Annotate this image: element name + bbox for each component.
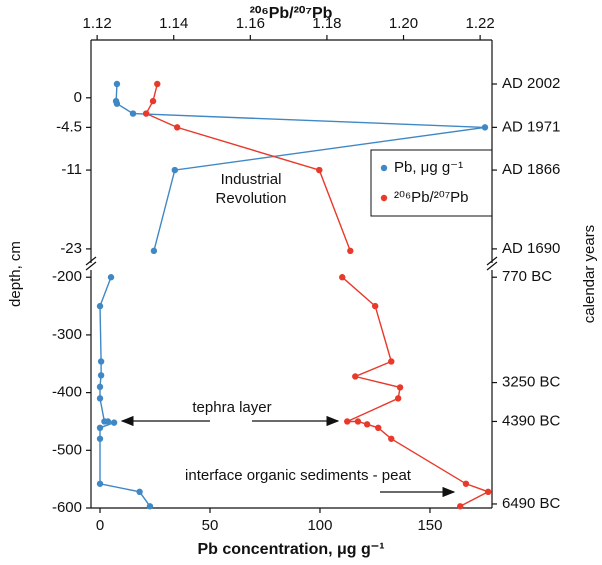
data-point xyxy=(388,358,395,365)
x2-tick-label: 1.22 xyxy=(466,15,495,32)
y2-tick-label: 6490 BC xyxy=(502,495,561,512)
data-point xyxy=(96,480,104,487)
data-point xyxy=(96,424,104,432)
x-tick-label: 0 xyxy=(96,517,104,534)
data-point xyxy=(394,395,402,402)
data-point xyxy=(142,110,150,117)
data-point xyxy=(354,418,362,425)
data-point xyxy=(154,80,161,88)
data-point xyxy=(388,435,395,442)
y-tick-label: 0 xyxy=(74,89,82,106)
axis-break xyxy=(85,261,97,271)
y-tick-label: -600 xyxy=(52,499,82,516)
x-tick-label: 150 xyxy=(417,517,442,534)
x2-tick-label: 1.14 xyxy=(159,15,188,32)
data-point xyxy=(371,302,379,310)
annotation: Industrial xyxy=(221,171,282,188)
legend-box xyxy=(370,149,493,217)
legend-marker xyxy=(380,164,388,172)
data-point xyxy=(484,488,492,496)
annotation: Revolution xyxy=(216,190,287,207)
data-point xyxy=(97,358,105,365)
y-tick-label: -500 xyxy=(52,441,82,458)
series-line xyxy=(145,83,490,507)
data-point xyxy=(107,274,115,281)
data-point xyxy=(136,488,143,496)
annotation: tephra layer xyxy=(192,399,271,416)
x-tick-label: 50 xyxy=(202,517,219,534)
x2-tick-label: 1.16 xyxy=(236,15,265,32)
y2-tick-label: AD 1690 xyxy=(502,240,560,257)
x-title: Pb concentration, μg g⁻¹ xyxy=(197,541,384,558)
legend-label: Pb, μg g⁻¹ xyxy=(394,159,463,176)
data-point xyxy=(97,372,105,379)
data-point xyxy=(481,124,489,131)
data-point xyxy=(149,97,157,105)
data-point xyxy=(375,424,382,432)
data-point xyxy=(363,421,371,428)
y-tick-label: -11 xyxy=(61,161,82,178)
data-point xyxy=(396,384,404,391)
y2-tick-label: 4390 BC xyxy=(502,412,561,429)
axis-break xyxy=(85,256,97,266)
data-point xyxy=(150,247,158,255)
y-tick-label: -200 xyxy=(52,268,82,285)
data-point xyxy=(129,110,137,117)
data-point xyxy=(96,395,104,402)
y2-tick-label: AD 2002 xyxy=(502,75,560,92)
data-point xyxy=(352,373,359,380)
y-title: depth, cm xyxy=(7,241,24,307)
data-point xyxy=(104,418,112,425)
series-line xyxy=(99,83,486,507)
y-tick-label: -4.5 xyxy=(56,118,82,135)
legend-marker xyxy=(380,194,388,202)
axis-break xyxy=(486,261,498,271)
x2-title: ²⁰⁶Pb/²⁰⁷Pb xyxy=(250,5,333,22)
data-point xyxy=(339,274,346,281)
data-point xyxy=(110,419,118,426)
data-point xyxy=(347,247,354,255)
data-point xyxy=(344,418,351,425)
x-tick-label: 100 xyxy=(307,517,332,534)
data-point xyxy=(316,166,323,174)
data-point xyxy=(171,166,179,174)
data-point xyxy=(113,80,121,88)
y2-tick-label: 3250 BC xyxy=(502,374,561,391)
y-tick-label: -300 xyxy=(52,326,82,343)
y2-tick-label: 770 BC xyxy=(502,268,552,285)
data-point xyxy=(462,480,470,487)
annotation: interface organic sediments - peat xyxy=(185,467,412,484)
y2-tick-label: AD 1971 xyxy=(502,118,560,135)
x2-tick-label: 1.20 xyxy=(389,15,418,32)
y2-title: calendar years xyxy=(581,225,598,323)
x2-tick-label: 1.12 xyxy=(83,15,112,32)
y-tick-label: -400 xyxy=(52,384,82,401)
legend-label: ²⁰⁶Pb/²⁰⁷Pb xyxy=(394,189,468,206)
x2-tick-label: 1.18 xyxy=(312,15,341,32)
data-point xyxy=(173,124,181,131)
data-point xyxy=(146,503,154,510)
data-point xyxy=(96,383,104,391)
y2-tick-label: AD 1866 xyxy=(502,161,560,178)
axis-break xyxy=(486,256,498,266)
data-point xyxy=(113,100,121,107)
data-point xyxy=(457,503,464,510)
data-point xyxy=(96,302,104,310)
y-tick-label: -23 xyxy=(60,240,82,257)
data-point xyxy=(96,435,104,442)
